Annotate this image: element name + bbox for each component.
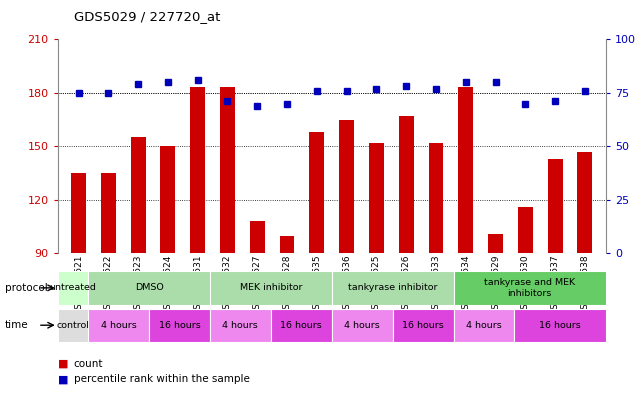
Bar xyxy=(369,143,384,393)
Text: 16 hours: 16 hours xyxy=(158,321,201,330)
Text: control: control xyxy=(56,321,89,330)
Bar xyxy=(578,152,592,393)
Bar xyxy=(488,234,503,393)
Text: 4 hours: 4 hours xyxy=(466,321,502,330)
Bar xyxy=(250,221,265,393)
Bar xyxy=(332,271,454,305)
Text: tankyrase and MEK
inhibitors: tankyrase and MEK inhibitors xyxy=(484,278,575,298)
Bar xyxy=(58,271,88,305)
Text: 16 hours: 16 hours xyxy=(280,321,322,330)
Text: tankyrase inhibitor: tankyrase inhibitor xyxy=(348,283,437,292)
Bar xyxy=(88,271,210,305)
Bar xyxy=(101,173,116,393)
Bar xyxy=(190,88,205,393)
Text: 4 hours: 4 hours xyxy=(101,321,137,330)
Bar xyxy=(220,88,235,393)
Text: protocol: protocol xyxy=(5,283,48,293)
Bar xyxy=(310,132,324,393)
Bar xyxy=(454,309,515,342)
Text: 4 hours: 4 hours xyxy=(344,321,380,330)
Text: GDS5029 / 227720_at: GDS5029 / 227720_at xyxy=(74,10,220,23)
Bar xyxy=(131,138,146,393)
Bar xyxy=(547,159,563,393)
Bar xyxy=(399,116,413,393)
Text: 16 hours: 16 hours xyxy=(539,321,581,330)
Bar xyxy=(160,147,176,393)
Text: 4 hours: 4 hours xyxy=(222,321,258,330)
Text: DMSO: DMSO xyxy=(135,283,163,292)
Bar xyxy=(58,309,88,342)
Bar xyxy=(210,309,271,342)
Bar xyxy=(429,143,444,393)
Bar xyxy=(392,309,454,342)
Bar xyxy=(210,271,332,305)
Text: MEK inhibitor: MEK inhibitor xyxy=(240,283,302,292)
Bar xyxy=(454,271,606,305)
Bar xyxy=(518,207,533,393)
Text: time: time xyxy=(5,320,29,330)
Bar xyxy=(332,309,392,342)
Bar xyxy=(88,309,149,342)
Bar xyxy=(458,88,473,393)
Bar xyxy=(71,173,86,393)
Bar xyxy=(149,309,210,342)
Text: count: count xyxy=(74,358,103,369)
Text: untreated: untreated xyxy=(49,283,96,292)
Bar xyxy=(279,236,294,393)
Bar xyxy=(339,119,354,393)
Text: ■: ■ xyxy=(58,374,68,384)
Bar xyxy=(271,309,332,342)
Text: percentile rank within the sample: percentile rank within the sample xyxy=(74,374,249,384)
Bar xyxy=(515,309,606,342)
Text: ■: ■ xyxy=(58,358,68,369)
Text: 16 hours: 16 hours xyxy=(402,321,444,330)
